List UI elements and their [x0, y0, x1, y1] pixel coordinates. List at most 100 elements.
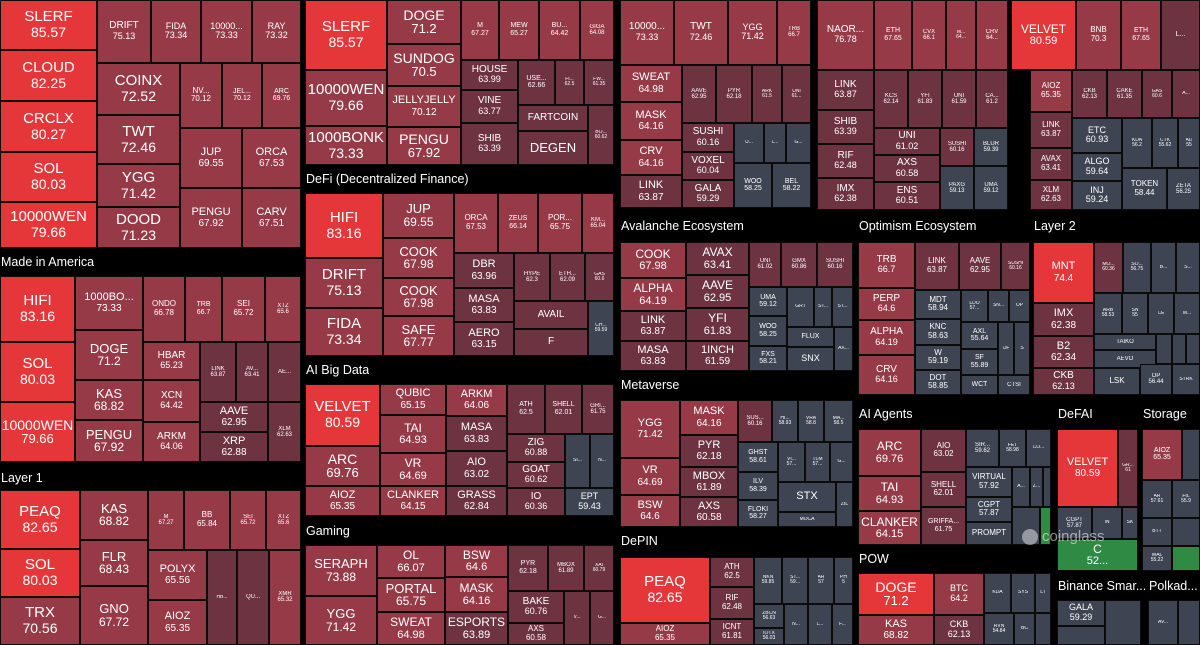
tile-ma[interactable]: MA... 58.5 [824, 400, 853, 442]
tile-io[interactable]: IO 60.36 [507, 488, 565, 516]
tile-bb[interactable]: BB 65.84 [184, 490, 230, 550]
tile-si[interactable]: SI... [565, 434, 590, 488]
tile-zeta[interactable]: ZETA 56.25 [1167, 168, 1200, 210]
tile-gmx[interactable]: GMX 60.86 [781, 242, 817, 287]
tile-blur[interactable]: BLUR 59.39 [974, 128, 1008, 166]
tile-axl[interactable]: AXL 55.64 [961, 322, 998, 349]
tile-tile[interactable] [1186, 334, 1200, 364]
tile-masa[interactable]: MASA 63.83 [620, 341, 686, 371]
tile-gr[interactable]: GR... 61 [1118, 429, 1138, 507]
tile-tile[interactable] [1172, 518, 1200, 546]
tile-ax[interactable]: AX... [834, 327, 853, 371]
tile-trb[interactable]: TRB 66.7 [858, 242, 915, 288]
tile-m[interactable]: M... [1174, 293, 1200, 334]
tile-ygg[interactable]: YGG 71.42 [305, 596, 377, 645]
tile-icnt[interactable]: ICNT 61.81 [710, 619, 754, 645]
tile-cook[interactable]: COOK 67.98 [383, 278, 454, 316]
tile-ens[interactable]: ENS 60.51 [874, 182, 940, 210]
tile-sei[interactable]: SEI 65.72 [222, 276, 265, 342]
tile-b2[interactable]: B2 62.34 [1033, 336, 1094, 368]
tile-ckb[interactable]: CKB 62.13 [1072, 70, 1107, 118]
tile-perp[interactable]: PERP 64.6 [858, 288, 915, 320]
tile-alpha[interactable]: ALPHA 64.19 [858, 320, 915, 355]
tile-giga[interactable]: GIGA 64.08 [580, 0, 614, 60]
tile-aave[interactable]: AAVE 62.95 [200, 402, 268, 432]
tile-w[interactable]: W 59.19 [915, 345, 961, 370]
tile-tile[interactable] [1172, 546, 1200, 571]
tile-c[interactable]: C 52... [1057, 539, 1138, 571]
tile-nv[interactable]: NV... 70.12 [180, 63, 222, 128]
tile-dood[interactable]: DOOD 71.23 [97, 207, 180, 248]
tile-ghst[interactable]: GHST 58.61 [738, 442, 778, 472]
tile-ray[interactable]: RAY 73.32 [252, 0, 301, 63]
tile-st[interactable]: ST... [814, 287, 832, 327]
tile-jup[interactable]: JUP 69.55 [383, 193, 454, 238]
tile-algo[interactable]: ALGO 59.64 [1072, 153, 1122, 181]
tile-gas[interactable]: GAS 60.6 [1142, 70, 1172, 118]
tile-clanker[interactable]: CLANKER 64.15 [380, 486, 446, 516]
tile-aio[interactable]: AIO 63.02 [446, 451, 507, 486]
tile-mask[interactable]: MASK 64.16 [680, 400, 738, 435]
tile-1000bo[interactable]: 1000BO... 73.33 [75, 276, 143, 330]
tile-km[interactable]: KM... 65.04 [582, 193, 614, 253]
tile-mo[interactable]: MO... 60.36 [1094, 242, 1123, 293]
tile-ch[interactable]: CH... 59.59 [588, 301, 614, 356]
tile-ilv[interactable]: ILV 58.39 [738, 472, 778, 500]
tile-pyr[interactable]: PYR 62.18 [680, 435, 738, 467]
tile-imx[interactable]: IMX 62.38 [1033, 303, 1094, 336]
tile-sundog[interactable]: SUNDOG 70.5 [387, 44, 461, 86]
tile-hype[interactable]: HYPE 62.3 [514, 253, 550, 301]
tile-sol[interactable]: SOL 80.03 [0, 152, 97, 202]
tile-link[interactable]: LINK 63.87 [620, 175, 682, 208]
tile-aave[interactable]: AAVE 62.95 [959, 242, 1001, 290]
tile-op[interactable]: OP [1009, 290, 1030, 322]
tile-doge[interactable]: DOGE 71.2 [75, 330, 143, 380]
tile-sweat[interactable]: SWEAT 64.98 [377, 612, 445, 645]
tile-m[interactable]: M... 64... [946, 0, 976, 70]
tile-fw[interactable]: FW... 61.35 [584, 60, 614, 105]
tile-ctsi[interactable]: CTSI [998, 375, 1030, 395]
tile-bsw[interactable]: BSW 64.6 [445, 545, 508, 577]
tile-ygg[interactable]: YGG 71.42 [620, 400, 680, 458]
tile-hb[interactable]: HB... [207, 550, 237, 645]
tile-uma[interactable]: UMA 59.12 [974, 166, 1008, 210]
tile-imx[interactable]: IMX 62.38 [817, 178, 874, 210]
tile-sk[interactable]: SK [1122, 507, 1138, 539]
tile-moca[interactable]: MOCA [778, 512, 836, 527]
tile-aave[interactable]: AAVE 62.95 [682, 65, 716, 123]
tile-degen[interactable]: DEGEN [518, 131, 588, 165]
tile-kas[interactable]: KAS 68.82 [75, 380, 143, 420]
tile-sol[interactable]: SOL 80.03 [0, 342, 75, 402]
tile-mdt[interactable]: MDT 58.94 [915, 290, 961, 319]
tile-uni[interactable]: UNI 61... [782, 65, 811, 123]
tile-esports[interactable]: ESPORTS 63.89 [445, 612, 508, 645]
tile-bc[interactable]: BC [1014, 613, 1035, 645]
tile-fil[interactable]: FIL 55.9 [1172, 480, 1200, 518]
tile-ept[interactable]: EPT 59.43 [565, 488, 614, 516]
tile-aero[interactable]: AERO 63.15 [454, 322, 514, 356]
tile-bu[interactable]: BU... 64.42 [539, 0, 580, 60]
tile-1000bonk[interactable]: 1000BONK 73.33 [305, 126, 387, 165]
tile-aioz[interactable]: AIOZ 65.35 [148, 600, 207, 645]
tile-kda[interactable]: KDA 56.2 [1122, 118, 1152, 168]
tile-g[interactable]: G... [590, 591, 614, 645]
tile-twt[interactable]: TWT 72.46 [97, 115, 180, 164]
tile-tile[interactable] [1156, 334, 1172, 364]
tile-lt[interactable]: LT [1035, 573, 1051, 613]
tile-house[interactable]: HOUSE 63.99 [461, 60, 518, 90]
tile-ol[interactable]: OL 66.07 [377, 545, 445, 578]
tile-aioz[interactable]: AIOZ 65.35 [305, 486, 380, 516]
tile-hi[interactable]: HI... 58.93 [772, 400, 798, 442]
tile-btc[interactable]: BTC 64.2 [934, 573, 984, 615]
tile-tile[interactable] [1040, 507, 1051, 545]
tile-f[interactable]: F [514, 329, 588, 356]
tile-cgpt[interactable]: CGPT 57.87 [1057, 507, 1092, 539]
tile-sn[interactable]: SN 55 [1122, 293, 1148, 334]
tile-avail[interactable]: AVAIL [514, 301, 588, 329]
tile-vine[interactable]: VINE 63.77 [461, 90, 518, 123]
tile-polyx[interactable]: POLYX 65.56 [148, 550, 207, 600]
tile-wct[interactable]: WCT [961, 375, 998, 395]
tile-inj[interactable]: INJ 59.24 [1072, 181, 1122, 210]
tile-por[interactable]: POR... 65.75 [538, 193, 582, 253]
tile-pyr[interactable]: PYR 62.18 [508, 545, 548, 591]
